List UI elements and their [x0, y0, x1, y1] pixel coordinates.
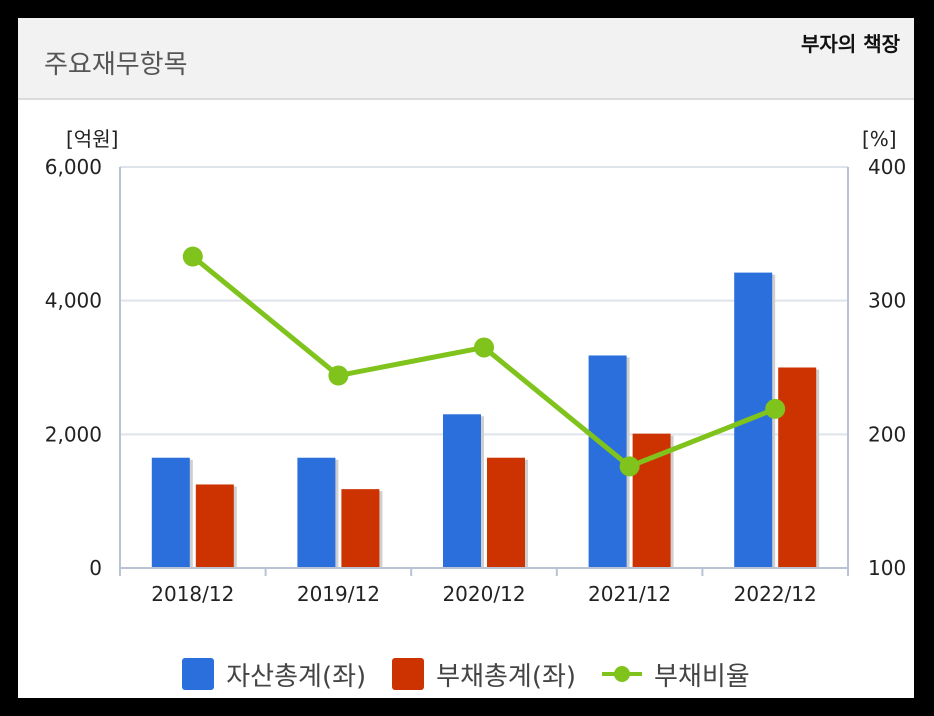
- legend-item-ratio[interactable]: 부채비율: [602, 656, 750, 693]
- bar-assets: [297, 457, 336, 568]
- y-left-axis-label: [억원]: [66, 127, 118, 151]
- ratio-point: [765, 398, 786, 419]
- legend-item-assets[interactable]: 자산총계(좌): [182, 656, 366, 693]
- bar-liabilities: [341, 489, 380, 568]
- bar-liabilities: [195, 484, 234, 568]
- legend-swatch-liabilities: [392, 658, 425, 690]
- y-right-tick-label: 300: [868, 289, 906, 313]
- y-right-axis-label: [%]: [862, 127, 897, 151]
- y-left-tick-label: 0: [89, 556, 102, 580]
- y-left-tick-label: 6,000: [45, 155, 102, 179]
- bar-liabilities: [778, 367, 817, 568]
- x-tick-label: 2021/12: [588, 582, 671, 606]
- ratio-point: [474, 337, 494, 358]
- y-left-tick-label: 4,000: [45, 289, 102, 313]
- watermark: 부자의 책장: [801, 32, 900, 56]
- financial-chart: [억원] [%] 0 2,000 4,000 6,000 100 200 300 400 2018/…: [45, 127, 906, 606]
- y-right-tick-label: 200: [868, 422, 906, 446]
- y-right-tick-label: 100: [868, 556, 906, 580]
- x-tick-label: 2020/12: [442, 582, 525, 606]
- legend-swatch-assets: [182, 658, 215, 690]
- ratio-point: [182, 246, 203, 267]
- x-tick-label: 2022/12: [734, 582, 817, 606]
- legend: 자산총계(좌) 부채총계(좌) 부채비율: [18, 654, 914, 694]
- panel-title: 주요재무항목: [44, 50, 188, 80]
- bar-liabilities: [487, 457, 525, 568]
- x-tick-label: 2019/12: [297, 582, 380, 606]
- ratio-point: [328, 365, 349, 386]
- legend-label-assets: 자산총계(좌): [226, 661, 367, 692]
- legend-swatch-ratio: [602, 658, 643, 690]
- y-left-tick-label: 2,000: [45, 422, 102, 446]
- panel-header: 주요재무항목 부자의 책장: [18, 18, 914, 100]
- chart-panel: 주요재무항목 부자의 책장 [억원] [%] 0 2,000 4,000 6,000 100…: [18, 18, 914, 698]
- legend-label-liabilities: 부채총계(좌): [436, 661, 577, 692]
- legend-label-ratio: 부채비율: [654, 661, 750, 692]
- x-tick-label: 2018/12: [151, 582, 234, 606]
- y-right-tick-label: 400: [868, 155, 906, 179]
- ratio-point: [619, 456, 640, 477]
- bar-assets: [443, 414, 481, 568]
- bar-assets: [151, 457, 190, 568]
- legend-item-liabilities[interactable]: 부채총계(좌): [392, 656, 576, 693]
